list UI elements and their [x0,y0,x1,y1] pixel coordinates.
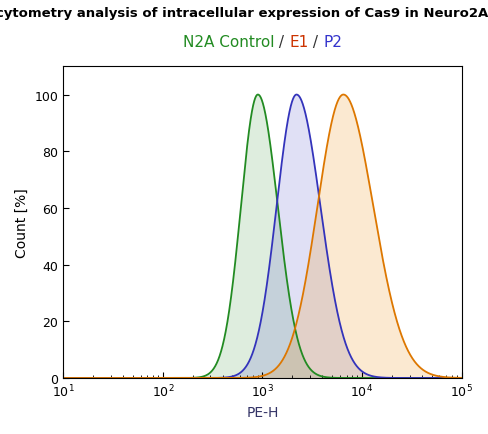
Text: N2A Control: N2A Control [183,35,274,50]
Text: Flow cytometry analysis of intracellular expression of Cas9 in Neuro2A cells.: Flow cytometry analysis of intracellular… [0,7,488,20]
Text: /: / [274,35,289,50]
Text: E1: E1 [289,35,308,50]
Text: /: / [308,35,323,50]
Text: P2: P2 [323,35,342,50]
Y-axis label: Count [%]: Count [%] [15,188,29,257]
X-axis label: PE-H: PE-H [246,405,279,419]
